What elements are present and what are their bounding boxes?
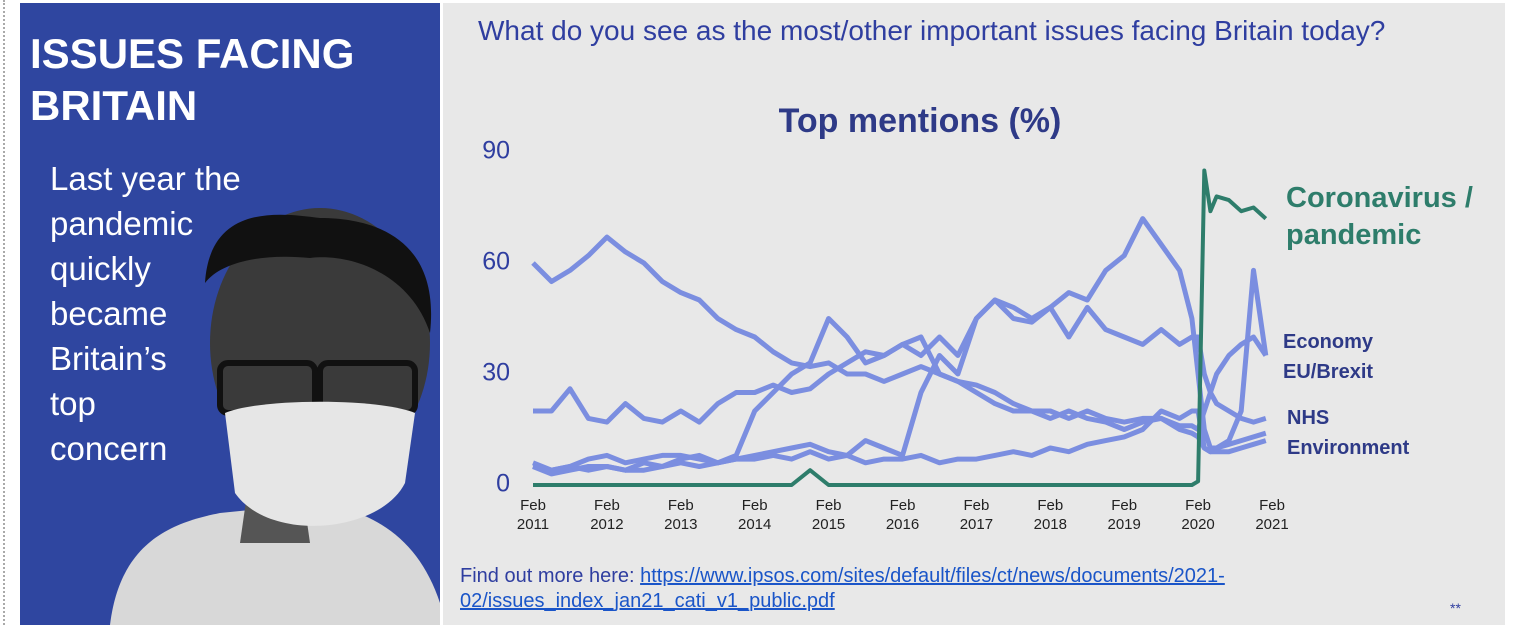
y-tick-label: 60	[482, 248, 510, 276]
border	[3, 0, 5, 625]
x-tick-label: Feb 2011	[516, 497, 550, 533]
x-tick-label: Feb 2018	[1033, 497, 1067, 533]
series-label: Coronavirus / pandemic	[1286, 182, 1473, 251]
panel-title: ISSUES FACING BRITAIN	[30, 30, 355, 129]
photo-hair	[205, 214, 432, 333]
y-tick-label: 30	[482, 359, 510, 387]
x-tick-label: Feb 2021	[1255, 497, 1289, 533]
series-label: EU/Brexit	[1283, 361, 1374, 383]
x-tick-label: Feb 2020	[1181, 497, 1215, 533]
panel-text-line: became	[50, 295, 168, 332]
x-tick-label: Feb 2012	[590, 497, 624, 533]
series-line	[533, 168, 1268, 487]
panel-text-line: Britain’s	[50, 340, 167, 377]
series-label: NHS	[1287, 407, 1330, 429]
footer-prefix: Find out more here:	[460, 565, 635, 587]
series-label: Environment	[1287, 437, 1410, 459]
series-line	[532, 408, 1267, 473]
panel-text-line: concern	[50, 430, 168, 467]
photo	[110, 208, 440, 625]
photo-shoulders	[110, 503, 440, 625]
panel-text-line: quickly	[50, 250, 151, 287]
series-label: Economy	[1283, 331, 1374, 353]
side-panel	[20, 3, 440, 625]
photo-mask	[225, 401, 415, 526]
x-tick-label: Feb 2019	[1107, 497, 1141, 533]
footer-link[interactable]: https://www.ipsos.com/sites/default/file…	[460, 565, 1225, 612]
x-tick-label: Feb 2014	[738, 497, 772, 533]
x-tick-label: Feb 2013	[664, 497, 698, 533]
y-tick-label: 0	[496, 470, 510, 498]
series-line	[533, 297, 1267, 425]
note: **	[1450, 600, 1461, 616]
panel-text-line: pandemic	[50, 205, 194, 242]
panel-text-line: top	[50, 385, 96, 422]
series-line	[532, 316, 1267, 473]
panel-text-line: Last year the	[50, 160, 241, 197]
x-tick-label: Feb 2016	[885, 497, 920, 533]
chart-panel	[443, 3, 1505, 625]
y-tick-label: 90	[482, 137, 510, 165]
footer: Find out more here: https://www.ipsos.co…	[460, 564, 1290, 614]
question: What do you see as the most/other import…	[478, 15, 1386, 46]
x-tick-label: Feb 2017	[959, 497, 994, 533]
chart-title: Top mentions (%)	[778, 102, 1062, 140]
x-tick-label: Feb 2015	[811, 497, 846, 533]
